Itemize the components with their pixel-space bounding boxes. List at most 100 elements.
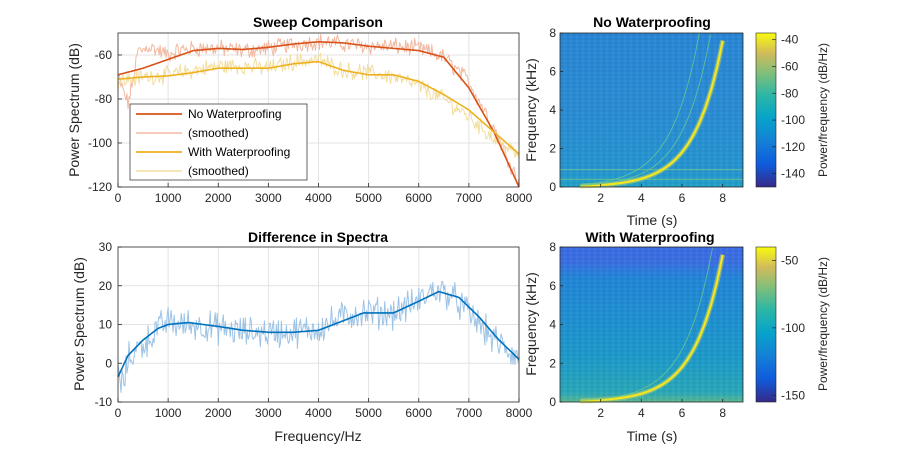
x-axis-label: Time (s) — [627, 428, 678, 444]
sweep-harmonic — [580, 33, 700, 186]
x-tick-label: 6 — [679, 406, 686, 420]
axes-box — [559, 32, 744, 188]
y-tick-label: -100 — [88, 136, 112, 150]
y-tick-label: 30 — [99, 240, 113, 254]
series-line — [117, 40, 520, 188]
x-tick-labels: 2 4 6 8 — [597, 191, 726, 205]
x-tick-label: 4000 — [305, 406, 332, 420]
colorbar-tick-label: -50 — [781, 253, 799, 267]
x-tick-label: 6000 — [405, 191, 432, 205]
series-group — [117, 34, 520, 188]
y-tick-label: -60 — [95, 48, 113, 62]
legend-entries: No Waterproofing (smoothed) With Waterproo… — [136, 107, 290, 178]
series-line — [117, 290, 520, 378]
chart-title: With Waterproofing — [585, 229, 714, 245]
colorbar — [755, 246, 777, 403]
sweep-fundamental — [580, 40, 724, 188]
spectrogram-with-waterproofing: 2 4 6 8 0 2 4 6 8 With Waterproofing Time (s) F… — [523, 229, 830, 444]
colorbar-ticks: -50 -100 -150 — [772, 253, 805, 402]
colorbar-tick-label: -80 — [781, 86, 799, 100]
y-tick-label: 8 — [549, 240, 556, 254]
colorbar-tick-label: -40 — [781, 33, 799, 47]
x-tick-label: 0 — [115, 406, 122, 420]
legend-box — [129, 103, 308, 181]
x-axis-label: Time (s) — [627, 212, 678, 228]
colorbar-label: Power/frequency (dB/Hz) — [816, 257, 830, 391]
y-axis-label: Frequency (kHz) — [523, 272, 539, 375]
x-tick-label: 7000 — [456, 406, 483, 420]
spectrogram-features — [560, 32, 743, 189]
axes-box — [559, 246, 744, 403]
colorbar-label: Power/frequency (dB/Hz) — [816, 43, 830, 177]
x-tick-labels: 0 1000 2000 3000 4000 5000 6000 7000 8000 — [115, 406, 533, 420]
x-tick-label: 4 — [638, 406, 645, 420]
x-tick-label: 1000 — [155, 406, 182, 420]
colorbar-tick-label: -100 — [781, 321, 805, 335]
x-tick-label: 8 — [719, 406, 726, 420]
x-tick-label: 2 — [597, 191, 604, 205]
x-tick-label: 2000 — [205, 191, 232, 205]
colorbar-ticks: -40 -60 -80 -100 -120 -140 — [772, 33, 805, 181]
x-tick-label: 3000 — [255, 406, 282, 420]
y-tick-labels: 0 2 4 6 8 — [549, 240, 556, 409]
sweep-harmonic — [580, 247, 713, 401]
legend-label: No Waterproofing — [188, 107, 282, 121]
x-tick-label: 4000 — [305, 191, 332, 205]
spectrogram-noise — [560, 33, 743, 187]
y-tick-label: 2 — [549, 356, 556, 370]
y-tick-label: 6 — [549, 65, 556, 79]
y-tick-labels: -10 0 10 20 30 — [95, 240, 113, 409]
legend-label: With Waterproofing — [188, 145, 290, 159]
x-tick-labels: 2 4 6 8 — [597, 406, 726, 420]
y-tick-label: 0 — [549, 180, 556, 194]
x-tick-label: 6 — [679, 191, 686, 205]
y-tick-labels: -120 -100 -80 -60 — [88, 48, 112, 194]
colorbar-tick-label: -120 — [781, 140, 805, 154]
y-tick-label: -120 — [88, 180, 112, 194]
x-tick-label: 8 — [719, 191, 726, 205]
y-tick-label: 4 — [549, 103, 556, 117]
y-tick-label: 0 — [105, 356, 112, 370]
colorbar-tick-label: -140 — [781, 167, 805, 181]
colorbar — [755, 32, 777, 188]
y-tick-label: -80 — [95, 92, 113, 106]
y-tick-label: -10 — [95, 395, 113, 409]
y-tick-label: 10 — [99, 318, 113, 332]
x-tick-label: 7000 — [456, 191, 483, 205]
y-tick-labels: 0 2 4 6 8 — [549, 26, 556, 194]
series-line — [117, 60, 520, 155]
x-tick-label: 5000 — [355, 191, 382, 205]
legend: No Waterproofing (smoothed) With Waterproo… — [129, 103, 308, 181]
x-tick-labels: 0 1000 2000 3000 4000 5000 6000 7000 8000 — [115, 191, 533, 205]
colorbar-tick-label: -100 — [781, 113, 805, 127]
y-axis-label: Frequency (kHz) — [523, 58, 539, 161]
axes-box — [117, 32, 520, 188]
series-group — [117, 280, 520, 393]
x-tick-label: 2000 — [205, 406, 232, 420]
y-tick-label: 0 — [549, 395, 556, 409]
series-line — [117, 280, 520, 393]
x-tick-label: 2 — [597, 406, 604, 420]
difference-axes: 0 1000 2000 3000 4000 5000 6000 7000 8000 -10010… — [71, 229, 533, 444]
colorbar-tick-label: -150 — [781, 388, 805, 402]
y-axis-label: Power Spectrum (dB) — [66, 43, 82, 177]
y-tick-label: 20 — [99, 279, 113, 293]
y-axis-label: Power Spectrum (dB) — [71, 257, 87, 391]
sweep-comparison-axes: 0 1000 2000 3000 4000 5000 6000 7000 8000 -120-1… — [66, 14, 533, 205]
x-tick-label: 4 — [638, 191, 645, 205]
x-tick-label: 3000 — [255, 191, 282, 205]
x-tick-label: 8000 — [506, 191, 533, 205]
axes-box — [117, 246, 520, 403]
y-tick-label: 8 — [549, 26, 556, 40]
spectrogram-no-waterproofing: 2 4 6 8 0 2 4 6 8 No Waterproofing Time (s) Fre… — [523, 14, 830, 228]
sweep-fundamental — [580, 254, 724, 403]
chart-title: Difference in Spectra — [248, 229, 388, 245]
series-line — [117, 34, 520, 185]
y-tick-label: 6 — [549, 279, 556, 293]
legend-label: (smoothed) — [188, 164, 249, 178]
x-axis-label: Frequency/Hz — [274, 428, 361, 444]
x-tick-label: 5000 — [355, 406, 382, 420]
legend-label: (smoothed) — [188, 126, 249, 140]
x-tick-label: 6000 — [405, 406, 432, 420]
